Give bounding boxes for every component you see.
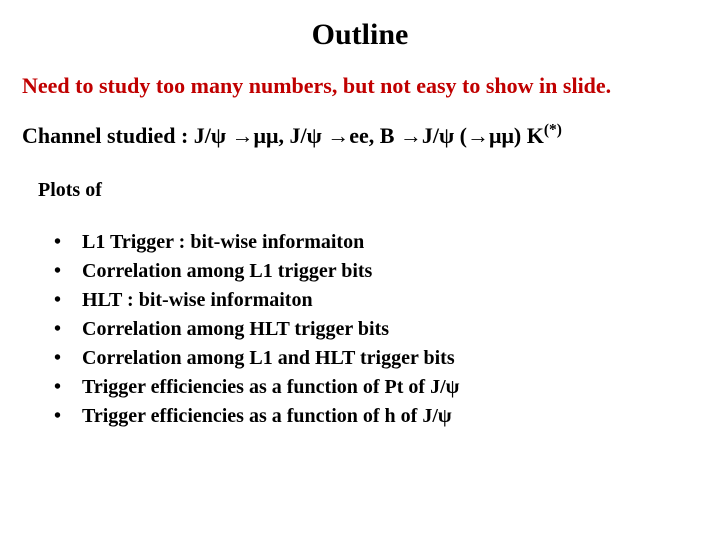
channel-studied: Channel studied : J/ψ →μμ, J/ψ →ee, B →J…	[22, 122, 698, 150]
plots-list: L1 Trigger : bit-wise informaiton Correl…	[54, 228, 698, 431]
intro-text: Need to study too many numbers, but not …	[22, 72, 698, 100]
list-item: Correlation among L1 and HLT trigger bit…	[54, 344, 698, 373]
list-item: Correlation among L1 trigger bits	[54, 257, 698, 286]
list-item: Correlation among HLT trigger bits	[54, 315, 698, 344]
plots-label: Plots of	[38, 179, 698, 202]
list-item: HLT : bit-wise informaiton	[54, 286, 698, 315]
list-item: Trigger efficiencies as a function of h …	[54, 402, 698, 431]
slide: Outline Need to study too many numbers, …	[0, 0, 720, 540]
list-item: L1 Trigger : bit-wise informaiton	[54, 228, 698, 257]
list-item: Trigger efficiencies as a function of Pt…	[54, 373, 698, 402]
slide-title: Outline	[22, 18, 698, 52]
